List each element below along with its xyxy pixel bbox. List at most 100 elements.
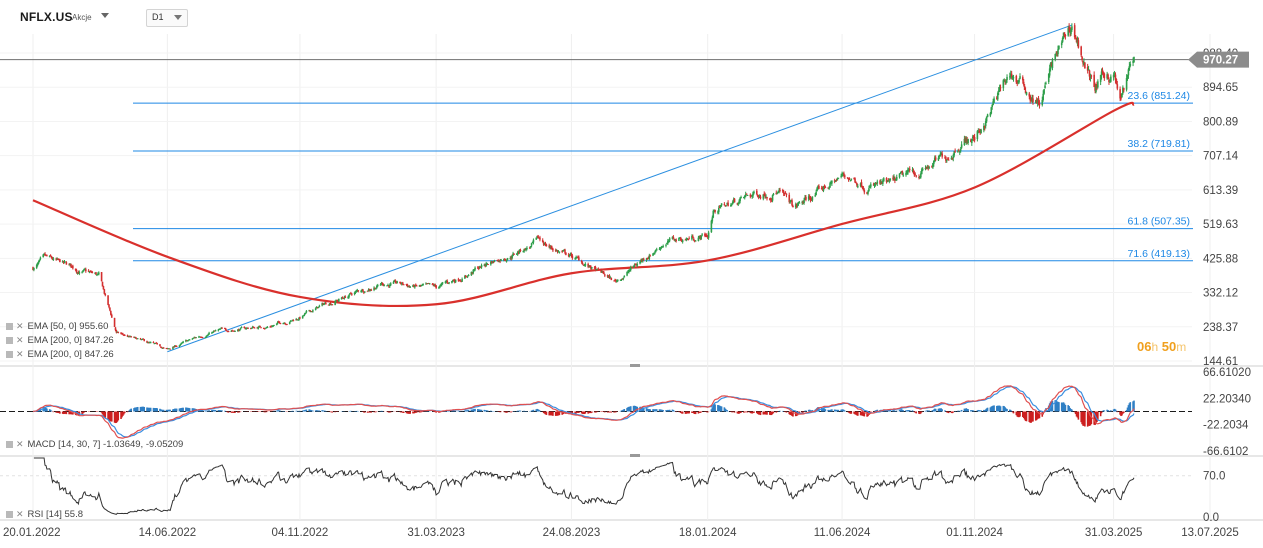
candle-body <box>357 290 360 292</box>
symbol-label[interactable]: NFLX.US <box>20 10 73 24</box>
candle-body <box>654 252 656 254</box>
close-icon[interactable]: ✕ <box>16 335 24 345</box>
macd-histogram-bar <box>1074 411 1077 415</box>
macd-histogram-bar <box>1063 403 1066 412</box>
macd-histogram-bar <box>954 410 956 412</box>
macd-histogram-bar <box>751 411 753 414</box>
macd-histogram-bar <box>82 411 84 414</box>
macd-histogram-bar <box>1009 409 1011 412</box>
close-icon[interactable]: ✕ <box>16 439 24 449</box>
candle-body <box>1100 71 1103 76</box>
macd-histogram-bar <box>944 410 946 412</box>
candle-body <box>854 178 856 183</box>
indicator-settings-icon[interactable] <box>6 351 13 358</box>
macd-histogram-bar <box>1093 411 1095 425</box>
candle-body <box>570 254 573 257</box>
candle-body <box>334 301 336 305</box>
candle-body <box>321 303 323 306</box>
macd-histogram-bar <box>128 410 131 412</box>
candle-body <box>588 265 590 267</box>
macd-histogram-bar <box>483 409 486 412</box>
candle-body <box>154 342 157 344</box>
indicator-label: EMA [200, 0] 847.26 <box>27 349 114 360</box>
macd-histogram-bar <box>776 411 778 413</box>
macd-histogram-bar <box>458 410 461 412</box>
candle-body <box>711 217 714 222</box>
indicator-ema-50[interactable]: ✕ EMA [50, 0] 955.60 <box>6 321 108 332</box>
candle-body <box>895 176 898 180</box>
candle-body <box>199 336 201 338</box>
macd-histogram-bar <box>1086 411 1089 427</box>
candle-body <box>356 290 359 292</box>
close-icon[interactable]: ✕ <box>16 321 24 331</box>
macd-histogram-bar <box>681 411 684 414</box>
macd-histogram-bar <box>808 409 811 412</box>
macd-histogram-bar <box>1034 411 1037 421</box>
fibonacci-retracement[interactable]: 23.6 (851.24)38.2 (719.81)61.8 (507.35)7… <box>133 90 1193 262</box>
macd-histogram-bar <box>370 411 373 413</box>
candle-body <box>127 336 130 338</box>
macd-histogram-bar <box>264 411 267 413</box>
candle-body <box>402 284 405 286</box>
symbol-dropdown-icon[interactable] <box>101 13 109 18</box>
close-icon[interactable]: ✕ <box>16 509 24 519</box>
macd-histogram-bar <box>48 409 51 412</box>
candle-body <box>473 269 475 271</box>
indicator-settings-icon[interactable] <box>6 337 13 344</box>
rsi-axis-label: 0.0 <box>1203 512 1219 524</box>
candle-body <box>187 339 190 341</box>
candle-body <box>652 253 654 256</box>
macd-histogram-bar <box>770 411 773 416</box>
candle-body <box>214 330 217 332</box>
candle-body <box>905 172 907 176</box>
indicator-settings-icon[interactable] <box>6 511 13 518</box>
time-axis-label: 31.03.2025 <box>1085 527 1143 539</box>
macd-histogram-bar <box>554 411 557 416</box>
indicator-ema-200[interactable]: ✕ EMA [200, 0] 847.26 <box>6 335 114 346</box>
indicator-macd[interactable]: ✕ MACD [14, 30, 7] -1.03649, -9.05209 <box>6 439 183 450</box>
candle-body <box>188 339 191 341</box>
candle-body <box>993 98 995 103</box>
candle-body <box>868 188 870 191</box>
macd-histogram-bar <box>46 408 48 412</box>
candle-body <box>135 338 138 340</box>
macd-histogram-bar <box>302 410 305 412</box>
candle-body <box>939 154 942 157</box>
macd-histogram-bar <box>109 411 111 421</box>
macd-histogram-bar <box>571 411 574 414</box>
macd-histogram-bar <box>977 409 980 412</box>
macd-histogram-bar <box>779 410 781 412</box>
timeframe-select[interactable]: D1 <box>146 9 188 27</box>
candle-body <box>937 157 940 161</box>
macd-histogram-bar <box>645 408 648 412</box>
candle-body <box>610 277 613 281</box>
candle-body <box>102 285 105 290</box>
indicator-settings-icon[interactable] <box>6 441 13 448</box>
macd-histogram-bar <box>802 411 804 413</box>
candle-body <box>186 340 189 342</box>
macd-histogram-bar <box>279 410 282 412</box>
macd-histogram-bar <box>667 409 669 412</box>
candle-body <box>439 284 442 286</box>
candle-body <box>1002 80 1005 89</box>
macd-histogram-bar <box>1058 402 1060 412</box>
candle-body <box>1102 72 1105 74</box>
candle-body <box>639 261 641 264</box>
trendline[interactable] <box>167 24 1073 353</box>
macd-histogram-bar <box>577 411 579 413</box>
indicator-ema-200-b[interactable]: ✕ EMA [200, 0] 847.26 <box>6 349 114 360</box>
macd-histogram-bar <box>321 410 323 412</box>
candle-body <box>503 259 506 261</box>
candle-body <box>224 328 227 331</box>
indicator-settings-icon[interactable] <box>6 323 13 330</box>
macd-histogram-bar <box>785 411 788 413</box>
close-icon[interactable]: ✕ <box>16 349 24 359</box>
macd-histogram-bar <box>374 411 376 413</box>
macd-histogram-bar <box>856 411 858 416</box>
indicator-rsi[interactable]: ✕ RSI [14] 55.8 <box>6 509 83 520</box>
candle-body <box>959 149 962 151</box>
candle-body <box>603 272 605 275</box>
candle-body <box>726 203 728 205</box>
candle-body <box>1010 73 1013 78</box>
